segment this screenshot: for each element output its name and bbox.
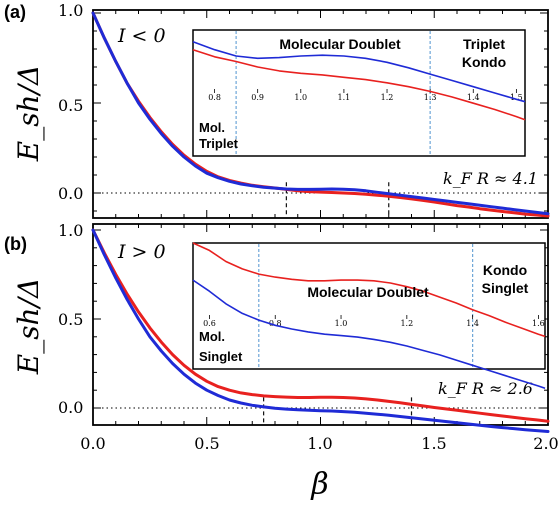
inset-x-tick-label: 1.1 xyxy=(338,93,351,102)
inset-region-label: Singlet xyxy=(199,349,243,364)
x-tick-labels: 0.0 0.5 1.0 1.5 2.0 xyxy=(80,434,558,453)
inset-blue-curve xyxy=(192,41,526,103)
x-tick-label: 1.0 xyxy=(307,434,332,453)
red-curve xyxy=(91,228,550,423)
inset: 0.6 0.8 1.0 1.2 1.4 1.6 Mol. Singlet Molecula… xyxy=(192,242,546,390)
y-tick-label: 0.0 xyxy=(58,398,83,417)
inset-x-tick-label: 1.0 xyxy=(294,93,307,102)
inset-x-tick-label: 0.6 xyxy=(203,319,216,328)
inset-region-label: Molecular Doublet xyxy=(307,284,429,300)
inset-region-label: Kondo xyxy=(462,54,506,70)
inset-x-tick-label: 1.4 xyxy=(466,319,479,328)
inset-frame xyxy=(192,29,526,157)
main-plot xyxy=(91,11,550,218)
inset-region-label: Triplet xyxy=(199,136,239,151)
panel-b: (b) I > 0 k_F R ≈ 2.6 1.0 0.5 0.0 0.6 0.8… xyxy=(4,221,550,433)
inset-x-tick-label: 1.0 xyxy=(335,319,348,328)
x-tick-label: 2.0 xyxy=(533,434,558,453)
y-tick-label: 1.0 xyxy=(58,221,83,240)
main-plot xyxy=(91,228,550,433)
y-tick-label: 1.0 xyxy=(58,1,83,20)
inset-blue-curve xyxy=(192,279,546,390)
inset-plot: 0.8 0.9 1.0 1.1 1.2 1.3 1.4 1.5 xyxy=(192,31,526,155)
y-tick-label: 0.5 xyxy=(58,310,83,329)
inset-plot: 0.6 0.8 1.0 1.2 1.4 1.6 xyxy=(192,242,546,390)
x-tick-label: 1.5 xyxy=(421,434,446,453)
inset-x-tick-label: 1.5 xyxy=(510,93,523,102)
y-axis-label: E_sh/Δ xyxy=(12,65,45,163)
blue-curve xyxy=(91,11,550,216)
inset-region-label: Kondo xyxy=(483,262,527,278)
inset-region-label: Molecular Doublet xyxy=(279,36,401,52)
condition-label: I < 0 xyxy=(117,25,166,47)
inset-x-tick-label: 1.2 xyxy=(381,93,394,102)
x-tick-label: 0.5 xyxy=(194,434,219,453)
inset-x-tick-label: 1.3 xyxy=(424,93,437,102)
panel-label: (b) xyxy=(4,234,27,254)
inset-x-tick-label: 0.8 xyxy=(269,319,282,328)
inset-frame xyxy=(192,242,546,370)
blue-curve xyxy=(91,228,550,433)
inset-x-tick-label: 1.2 xyxy=(400,319,413,328)
y-tick-label: 0.5 xyxy=(58,96,83,115)
inset-region-label: Singlet xyxy=(482,280,529,296)
condition-label: I > 0 xyxy=(117,241,166,263)
panel-a: (a) I < 0 k_F R ≈ 4.1 1.0 0.5 0.0 0.8 0.9… xyxy=(4,1,550,219)
inset-x-tick-label: 0.9 xyxy=(251,93,264,102)
inset-x-tick-label: 0.8 xyxy=(208,93,221,102)
kfr-annotation: k_F R ≈ 4.1 xyxy=(443,169,538,188)
y-axis-label: E_sh/Δ xyxy=(12,278,45,376)
inset-x-tick-label: 1.4 xyxy=(467,93,480,102)
kfr-annotation: k_F R ≈ 2.6 xyxy=(438,379,533,398)
panel-label: (a) xyxy=(4,2,26,22)
x-axis-label: β xyxy=(310,467,328,502)
inset-region-label: Mol. xyxy=(199,120,225,135)
inset-region-label: Triplet xyxy=(463,36,505,52)
inset-region-label: Mol. xyxy=(199,329,225,344)
x-tick-label: 0.0 xyxy=(80,434,105,453)
inset: 0.8 0.9 1.0 1.1 1.2 1.3 1.4 1.5 Mol. Triplet Mo… xyxy=(192,29,526,157)
inset-red-curve xyxy=(192,242,546,338)
inset-red-curve xyxy=(192,48,526,121)
y-tick-label: 0.0 xyxy=(58,184,83,203)
inset-x-tick-label: 1.6 xyxy=(532,319,545,328)
